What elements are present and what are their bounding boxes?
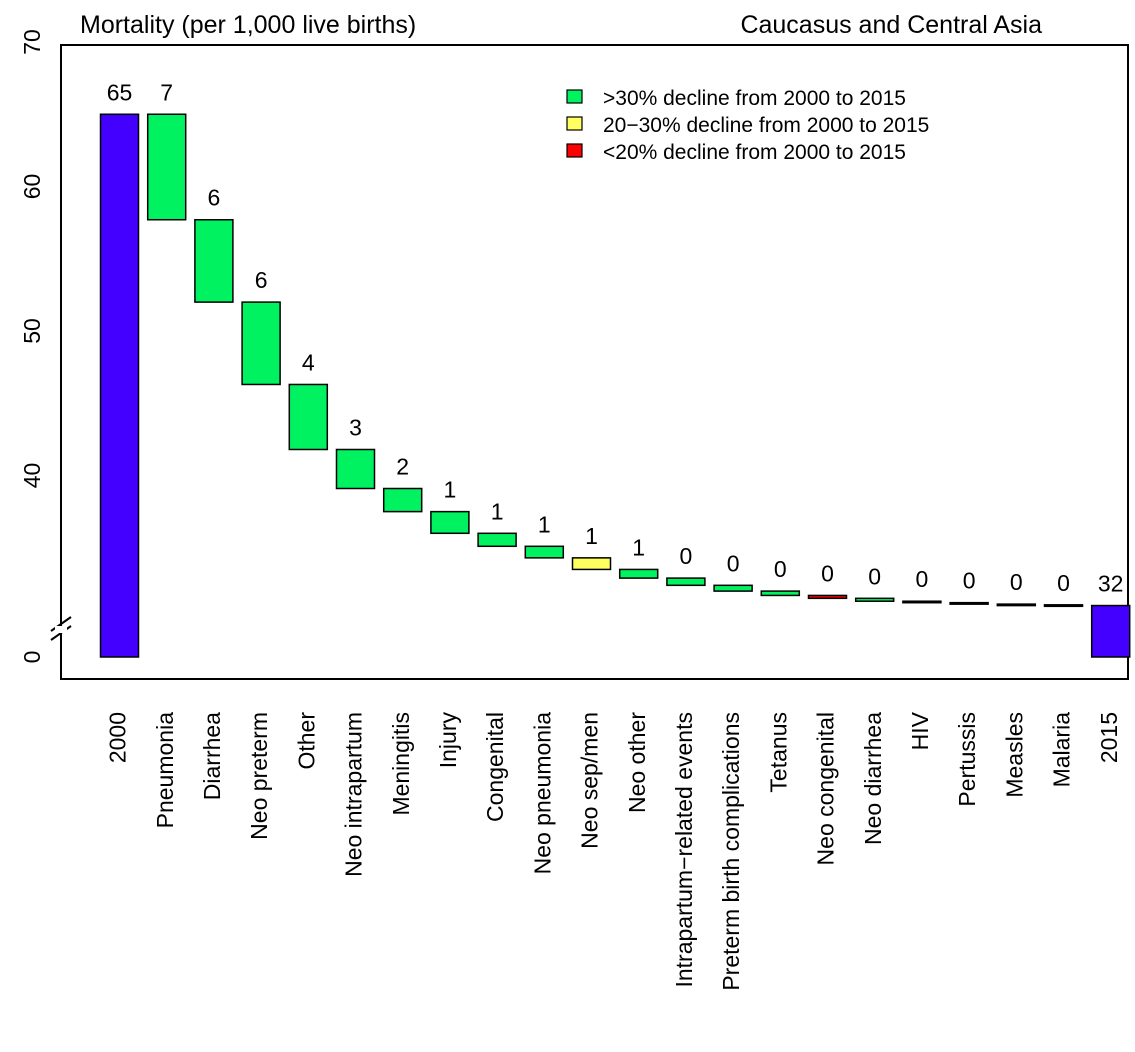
bar-value-label: 0 — [727, 550, 740, 576]
legend-label-2: <20% decline from 2000 to 2015 — [603, 141, 906, 164]
x-tick-label: Malaria — [1049, 712, 1075, 788]
bar-value-label: 0 — [1057, 570, 1070, 596]
bar-value-label: 1 — [538, 511, 551, 537]
x-tick-label: Measles — [1001, 712, 1027, 798]
bar-neo-other — [618, 568, 659, 579]
bar-measles — [996, 603, 1037, 607]
y-tick-label-1: 40 — [19, 463, 45, 489]
bar-neo-intrapartum — [335, 448, 376, 490]
legend-label-0: >30% decline from 2000 to 2015 — [603, 87, 906, 110]
bar-value-label: 0 — [916, 566, 929, 592]
bar-value-label: 1 — [585, 523, 598, 549]
x-tick-label: 2015 — [1096, 712, 1122, 763]
legend-swatch-0 — [566, 89, 583, 104]
y-axis: 0 40 50 60 70 — [19, 29, 72, 664]
bar-value-label: 3 — [349, 414, 362, 440]
bar-preterm-birth-complications — [713, 584, 753, 592]
x-tick-label: Preterm birth complications — [718, 712, 744, 991]
x-tick-label: Neo preterm — [246, 712, 272, 840]
bar-value-label: 1 — [632, 534, 645, 560]
y-tick-label-2: 50 — [19, 318, 45, 344]
x-tick-label: Neo pneumonia — [529, 712, 555, 875]
bar-pneumonia — [146, 113, 187, 221]
bar-value-label: 0 — [1010, 569, 1023, 595]
plot-frame — [60, 44, 1129, 680]
x-tick-label: Intrapartum−related events — [671, 712, 697, 988]
x-tick-label: HIV — [907, 711, 933, 750]
x-tick-label: Neo sep/men — [577, 712, 603, 849]
bar-value-label: 7 — [160, 79, 173, 105]
x-tick-label: Diarrhea — [199, 712, 225, 800]
bar-neo-sep-men — [571, 557, 612, 571]
bar-value-label: 2 — [396, 454, 409, 480]
x-tick-label: 2000 — [105, 712, 131, 763]
y-tick-label-0: 0 — [19, 651, 45, 664]
bar-neo-preterm — [241, 301, 281, 386]
bar-neo-diarrhea — [854, 597, 895, 602]
x-tick-label: Pertussis — [954, 712, 980, 807]
legend-swatch-2 — [566, 143, 583, 158]
legend: >30% decline from 2000 to 2015 20−30% dec… — [566, 87, 929, 164]
legend-label-1: 20−30% decline from 2000 to 2015 — [603, 114, 929, 137]
y-tick-label-3: 60 — [19, 174, 45, 200]
bar-value-label: 32 — [1098, 571, 1124, 597]
axis-break-gap — [55, 626, 67, 633]
bar-value-label: 1 — [444, 477, 457, 503]
x-tick-label: Pneumonia — [152, 712, 178, 829]
bar-value-label: 4 — [302, 349, 315, 375]
x-tick-label: Neo diarrhea — [860, 712, 886, 845]
axis-break-mark — [50, 616, 72, 632]
bar-2015 — [1090, 604, 1131, 658]
bar-diarrhea — [194, 218, 234, 303]
bar-other — [288, 383, 329, 451]
bar-2000 — [99, 113, 140, 658]
chart-title-left: Mortality (per 1,000 live births) — [80, 11, 416, 39]
bar-meningitis — [382, 487, 423, 513]
bar-malaria — [1043, 604, 1084, 608]
bar-value-label: 6 — [208, 185, 221, 211]
bar-value-label: 0 — [868, 563, 881, 589]
x-tick-label: Neo other — [624, 712, 650, 813]
bar-value-label: 0 — [963, 568, 976, 594]
x-tick-label: Congenital — [482, 712, 508, 822]
chart-title-right: Caucasus and Central Asia — [740, 11, 1042, 39]
bar-neo-pneumonia — [524, 545, 565, 559]
legend-swatch-1 — [566, 116, 583, 131]
x-tick-label: Injury — [435, 712, 461, 769]
bar-intrapartum-related-events — [666, 577, 706, 587]
bar-congenital — [477, 532, 517, 548]
bar-tetanus — [760, 590, 801, 597]
y-tick-label-4: 70 — [19, 29, 45, 55]
bar-value-label: 0 — [774, 556, 787, 582]
x-tick-label: Neo intrapartum — [341, 712, 367, 877]
bar-value-label: 0 — [821, 560, 834, 586]
bar-value-label: 65 — [107, 79, 133, 105]
bar-value-label: 6 — [255, 267, 268, 293]
bar-pertussis — [949, 601, 989, 605]
x-tick-label: Neo congenital — [813, 712, 839, 865]
bar-hiv — [902, 600, 942, 604]
x-tick-label: Meningitis — [388, 712, 414, 816]
bar-value-label: 0 — [680, 543, 693, 569]
x-tick-label: Tetanus — [765, 712, 791, 793]
x-tick-label: Other — [293, 712, 319, 770]
bar-injury — [430, 510, 470, 535]
bar-value-label: 1 — [491, 498, 504, 524]
bar-neo-congenital — [807, 594, 848, 600]
